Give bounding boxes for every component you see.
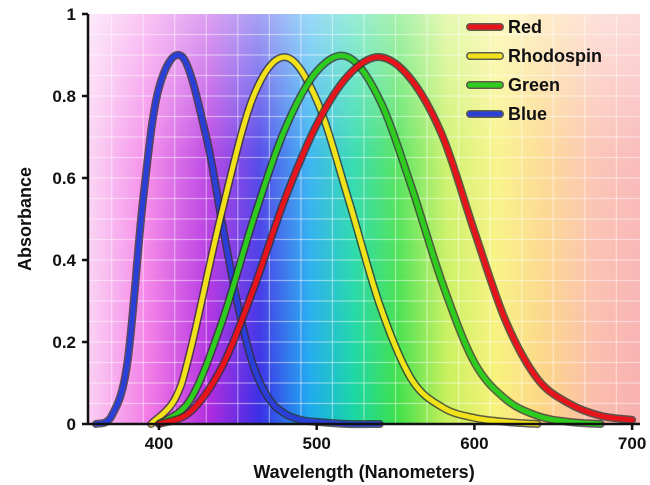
- x-axis-title: Wavelength (Nanometers): [253, 462, 474, 482]
- y-tick-label: 0.4: [52, 251, 76, 270]
- legend-label-rhodospin: Rhodospin: [508, 46, 602, 66]
- x-tick-label: 500: [302, 434, 330, 453]
- spectrum-background: [88, 14, 640, 424]
- y-tick-label: 0.6: [52, 169, 76, 188]
- y-tick-label: 0.2: [52, 333, 76, 352]
- series-line-rhodospin: [148, 54, 540, 427]
- x-tick-label: 700: [618, 434, 646, 453]
- tick-labels: 0 0.2 0.4 0.6 0.8 1 400 500 600 700: [52, 5, 646, 453]
- legend: Red Rhodospin Green Blue: [466, 17, 602, 124]
- axes: [86, 14, 640, 426]
- y-axis-title: Absorbance: [15, 167, 35, 271]
- legend-label-blue: Blue: [508, 104, 547, 124]
- series-curves: [91, 51, 637, 429]
- legend-label-red: Red: [508, 17, 542, 37]
- y-tick-label: 0.8: [52, 87, 76, 106]
- series-line-red: [156, 54, 635, 427]
- x-tick-label: 600: [460, 434, 488, 453]
- x-tick-label: 400: [145, 434, 173, 453]
- y-tick-label: 0: [67, 415, 76, 434]
- spectrum-sheen: [88, 14, 640, 424]
- legend-label-green: Green: [508, 75, 560, 95]
- y-tick-label: 1: [67, 5, 76, 24]
- series-line-green: [156, 53, 604, 427]
